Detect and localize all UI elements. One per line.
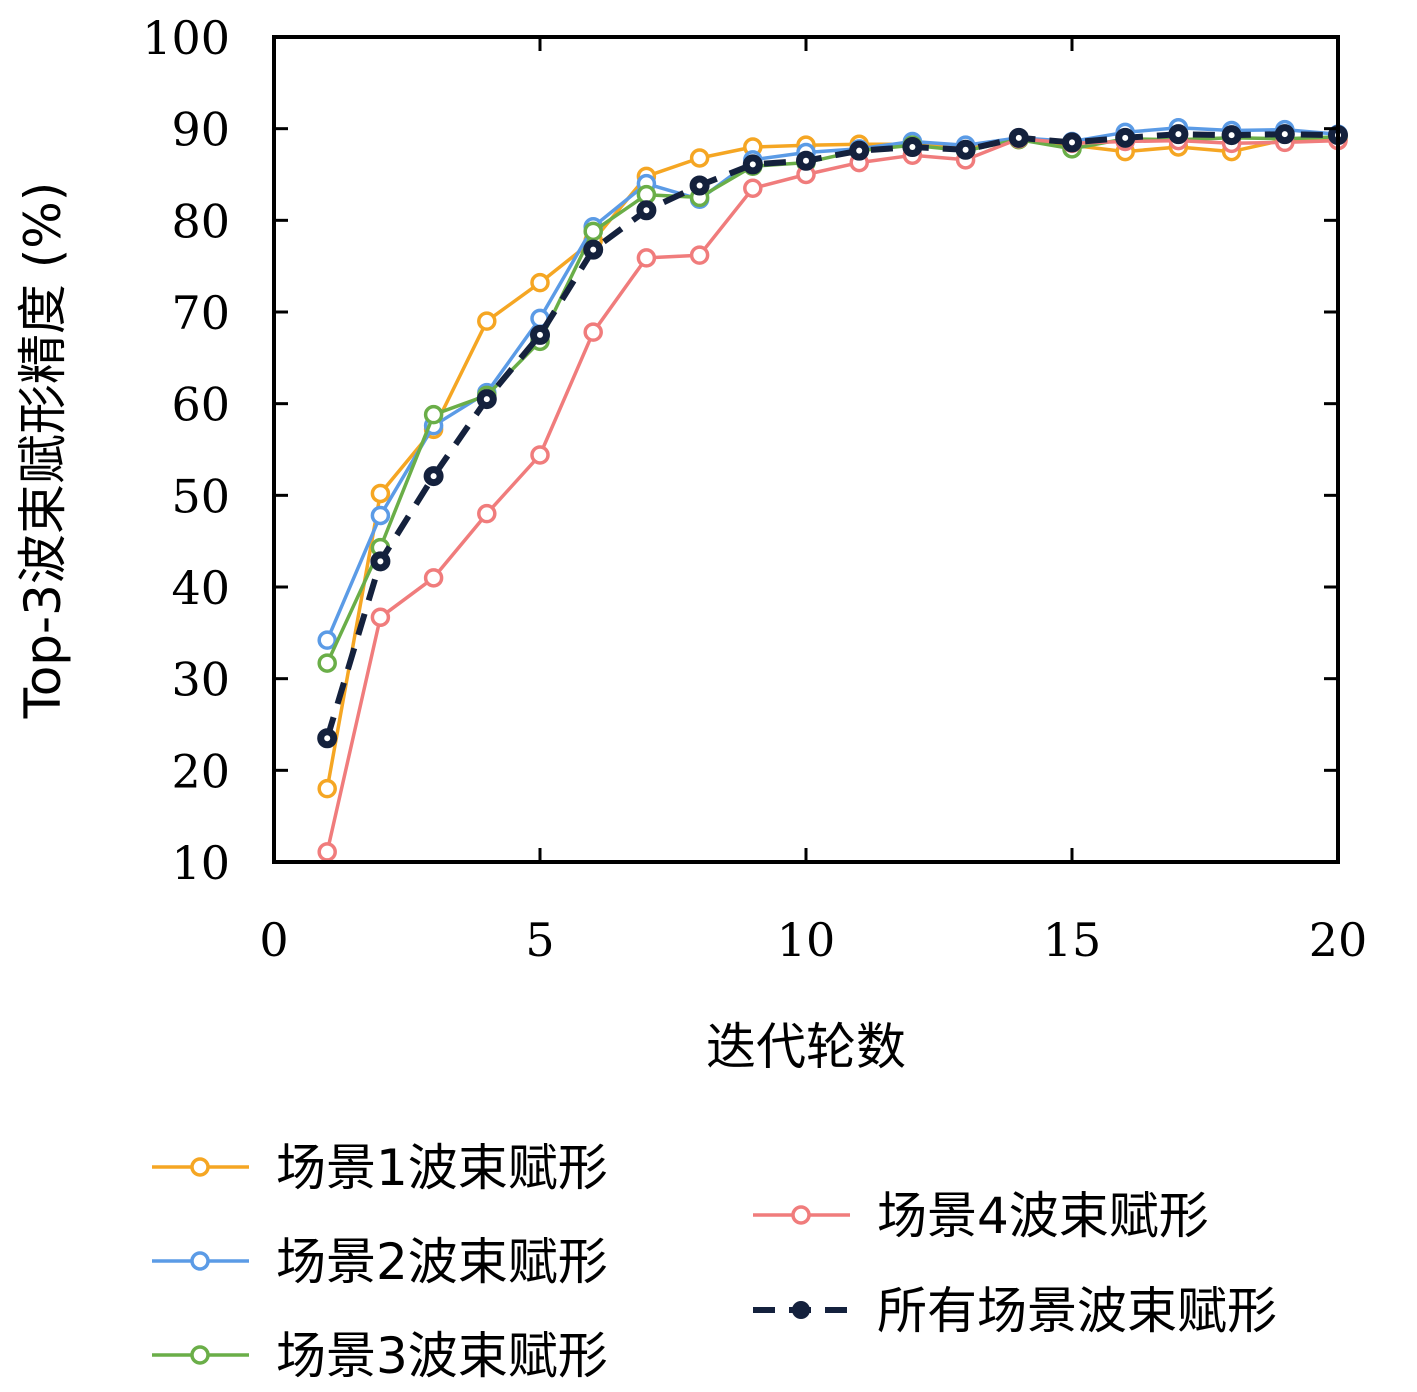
data-point	[317, 653, 337, 673]
data-point	[636, 248, 657, 268]
data-point	[743, 178, 763, 198]
data-point	[477, 503, 497, 524]
series-3	[317, 127, 1348, 673]
legend-label: 场景3波束赋形	[276, 1327, 608, 1385]
series-line	[325, 126, 1339, 641]
data-point-center	[324, 735, 331, 742]
data-point-center	[483, 396, 490, 403]
data-point	[317, 630, 337, 650]
series-2	[317, 118, 1348, 650]
legend-label: 场景2波束赋形	[276, 1233, 608, 1291]
x-tick-label: 20	[1309, 913, 1368, 967]
legend-marker	[791, 1205, 811, 1225]
legend-item-5: 所有场景波束赋形	[753, 1282, 1277, 1340]
legend-marker	[190, 1157, 210, 1177]
series-4	[317, 129, 1348, 862]
data-point-center	[803, 157, 809, 164]
data-point-center	[1175, 131, 1182, 138]
y-tick-label: 10	[171, 836, 230, 890]
data-point-center	[430, 473, 437, 480]
y-tick-label: 80	[171, 194, 230, 248]
data-point	[370, 607, 391, 627]
legend-label: 场景4波束赋形	[877, 1187, 1209, 1245]
data-point-center	[1122, 134, 1129, 141]
x-axis-title: 迭代轮数	[706, 1018, 906, 1076]
data-point-center	[1015, 134, 1022, 141]
y-tick-label: 60	[171, 378, 230, 432]
legend-item-2: 场景2波束赋形	[152, 1233, 608, 1291]
x-tick-label: 0	[259, 913, 288, 967]
data-point-center	[1281, 131, 1288, 138]
data-point-center	[909, 144, 916, 150]
legend-label: 场景1波束赋形	[276, 1139, 608, 1197]
y-axis-title: Top-3波束赋形精度 (%)	[14, 182, 72, 720]
y-tick-label: 90	[171, 103, 230, 157]
data-point	[583, 221, 603, 242]
data-point-center	[749, 161, 756, 168]
series-1	[317, 129, 1348, 799]
legend-marker	[190, 1251, 210, 1271]
y-tick-label: 100	[142, 11, 230, 65]
data-point	[530, 445, 550, 465]
y-tick-label: 50	[171, 469, 230, 523]
legend-item-4: 场景4波束赋形	[753, 1187, 1209, 1245]
data-point	[423, 404, 444, 425]
legend-marker	[792, 1301, 810, 1319]
series-layer	[317, 118, 1348, 862]
legend-marker	[190, 1345, 210, 1365]
series-line	[324, 131, 1339, 740]
ticks-layer: 10 20 30 40 50 60 70 80 90 100 0 5 10 15 20	[142, 11, 1367, 967]
x-tick-label: 10	[777, 913, 836, 967]
legend-item-3: 场景3波束赋形	[152, 1327, 608, 1385]
x-tick-label: 15	[1043, 913, 1102, 967]
data-point	[370, 483, 391, 504]
data-point	[477, 311, 497, 331]
y-tick-label: 40	[171, 561, 230, 615]
y-tick-label: 20	[171, 744, 230, 798]
y-tick-label: 30	[171, 653, 230, 707]
legend-item-1: 场景1波束赋形	[152, 1139, 608, 1197]
data-point-center	[856, 147, 863, 154]
data-point-center	[696, 182, 703, 189]
data-point-center	[962, 146, 969, 153]
data-point	[317, 778, 337, 799]
data-point-center	[643, 207, 650, 214]
data-point-center	[1069, 139, 1075, 146]
data-point	[689, 148, 710, 168]
data-point	[583, 322, 603, 342]
series-line	[325, 137, 1339, 853]
data-point	[317, 842, 337, 862]
data-point	[530, 272, 550, 293]
data-point	[689, 245, 710, 265]
series-5	[317, 124, 1348, 749]
y-tick-label: 70	[171, 286, 230, 340]
data-point	[423, 568, 444, 588]
legend-label: 所有场景波束赋形	[877, 1282, 1277, 1340]
data-point-center	[377, 558, 384, 565]
data-point-center	[1228, 132, 1235, 139]
data-point-center	[537, 331, 543, 338]
data-point	[370, 505, 391, 526]
series-line	[325, 137, 1338, 790]
x-tick-label: 5	[525, 913, 554, 967]
data-point-center	[590, 246, 597, 253]
